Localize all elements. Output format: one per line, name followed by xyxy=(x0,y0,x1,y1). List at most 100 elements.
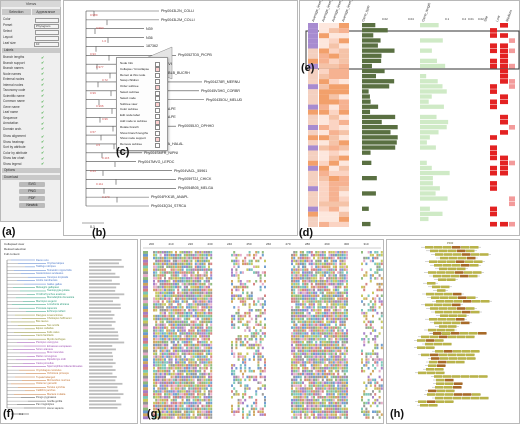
species-leaf-label[interactable]: Canis familiaris xyxy=(36,334,54,338)
checkbox-icon[interactable]: ✔ xyxy=(41,54,45,60)
species-leaf-label[interactable]: Dasypus novemcinctus xyxy=(36,313,63,317)
checkbox-icon[interactable]: ✔ xyxy=(41,104,45,109)
tree-leaf-label[interactable]: Phy004LBLB_BUCRH xyxy=(154,71,190,76)
species-leaf-label[interactable]: Tetraodon nigroviridis xyxy=(47,268,72,272)
species-leaf-label[interactable]: Mus musculus xyxy=(47,351,64,355)
export-button[interactable]: PDF xyxy=(19,196,45,201)
tree-leaf-label[interactable]: Phy0047MVG_LEPDC xyxy=(138,159,175,164)
context-menu-item[interactable]: Collapse / Uncollapse xyxy=(120,66,150,71)
tree-leaf-label[interactable]: Phy00055JO_OPHHO xyxy=(178,124,214,129)
reload-selection-item[interactable]: Reload selection xyxy=(4,247,27,251)
species-leaf-label[interactable]: Echinops telfairi xyxy=(47,310,66,314)
tree-leaf-label[interactable]: Phy0059T2J_CHICK xyxy=(178,177,212,182)
checkbox-icon[interactable]: ✔ xyxy=(41,133,45,139)
menu-checkbox-icon[interactable] xyxy=(155,84,160,90)
species-leaf-label[interactable]: Sus scrofa xyxy=(47,323,60,327)
menu-checkbox-icon[interactable] xyxy=(155,142,160,148)
section-download[interactable]: Download xyxy=(2,175,60,180)
context-menu-item[interactable]: Select subtree xyxy=(120,90,140,94)
species-leaf-label[interactable]: Cavia porcellus xyxy=(36,361,54,365)
species-leaf-label[interactable]: Oryctolagus cuniculus xyxy=(36,368,62,372)
species-leaf-label[interactable]: Sorex araneus xyxy=(36,347,53,351)
species-leaf-label[interactable]: Xenopus tropicalis xyxy=(47,275,69,279)
tab-appearance[interactable]: Appearance xyxy=(31,9,60,15)
tab-selection[interactable]: Selection xyxy=(2,9,31,15)
species-leaf-label[interactable]: Meleagris gallopavo xyxy=(36,286,60,290)
species-leaf-label[interactable]: Felis catus xyxy=(47,330,60,334)
checkbox-icon[interactable]: ✔ xyxy=(41,82,45,87)
menu-checkbox-icon[interactable] xyxy=(155,61,160,67)
checkbox-icon[interactable]: ✔ xyxy=(41,109,45,115)
checkbox-icon[interactable]: ✔ xyxy=(41,87,45,93)
checkbox-icon[interactable]: ✔ xyxy=(41,155,45,161)
tree-leaf-label[interactable]: Phy004SMFR_NIPNI xyxy=(144,150,178,155)
species-leaf-label[interactable]: Tupaia belangeri xyxy=(36,375,56,379)
tree-leaf-label[interactable]: Phy0052TD5_PICPB xyxy=(178,53,212,58)
checkbox-icon[interactable]: ✔ xyxy=(41,161,45,166)
species-leaf-label[interactable]: Takifugu rubripes xyxy=(36,265,56,269)
collapsed-view-item[interactable]: Collapsed view xyxy=(4,242,25,246)
context-menu-item[interactable]: Select node xyxy=(120,95,136,100)
context-menu-item[interactable]: Swap children xyxy=(120,78,139,83)
context-menu-item[interactable]: Order subtree xyxy=(120,84,139,89)
menu-checkbox-icon[interactable] xyxy=(155,119,160,125)
tree-leaf-label[interactable]: Phy00435OU_MELUD xyxy=(206,97,243,102)
species-leaf-label[interactable]: Pan troglodytes xyxy=(36,403,55,407)
menu-checkbox-icon[interactable] xyxy=(155,113,160,119)
context-menu-item[interactable]: Subtree view xyxy=(120,101,138,106)
menu-checkbox-icon[interactable] xyxy=(155,90,160,96)
menu-checkbox-icon[interactable] xyxy=(155,131,160,137)
tree-leaf-label[interactable]: Phy0045V3HG_CORBR xyxy=(201,88,240,93)
context-menu-item[interactable]: Color subtree xyxy=(120,107,139,112)
species-leaf-label[interactable]: Macropus eugenii xyxy=(36,299,57,303)
checkbox-icon[interactable]: ✔ xyxy=(41,93,45,98)
species-leaf-label[interactable]: Macaca mulatta xyxy=(47,392,66,396)
context-menu-item[interactable]: Remove subtree xyxy=(120,142,143,147)
tree-leaf-label[interactable]: Phy004FKK1B_ANAPL xyxy=(151,195,189,200)
species-leaf-label[interactable]: Pongo pygmaeus xyxy=(36,396,57,400)
species-leaf-label[interactable]: Rattus norvegicus xyxy=(36,354,57,358)
context-menu-item[interactable]: Rotate branch xyxy=(120,124,139,129)
species-leaf-label[interactable]: Ochotona princeps xyxy=(47,372,69,376)
menu-checkbox-icon[interactable] xyxy=(155,136,160,142)
species-leaf-label[interactable]: Gallus gallus xyxy=(47,282,62,286)
checkbox-icon[interactable]: ✔ xyxy=(41,144,45,150)
species-leaf-label[interactable]: Loxodonta africana xyxy=(47,303,70,307)
full-content-item[interactable]: Full content xyxy=(4,252,20,256)
species-leaf-label[interactable]: Taeniopygia guttata xyxy=(47,289,70,293)
section-options[interactable]: Options xyxy=(2,168,60,173)
menu-checkbox-icon[interactable] xyxy=(155,125,160,131)
species-leaf-label[interactable]: Spermophilus tridecemlineatus xyxy=(47,365,83,369)
checkbox-icon[interactable]: ✔ xyxy=(41,150,45,155)
species-leaf-label[interactable]: Ornithorhynchus anatinus xyxy=(36,292,66,296)
context-menu-item[interactable]: Reroot at this node xyxy=(120,72,146,77)
menu-checkbox-icon[interactable] xyxy=(155,67,160,73)
checkbox-icon[interactable]: ✔ xyxy=(41,120,45,126)
species-leaf-label[interactable]: Bos taurus xyxy=(36,320,49,324)
context-menu-item[interactable]: Show node support xyxy=(120,136,146,141)
species-leaf-label[interactable]: Gorilla gorilla xyxy=(47,399,63,403)
species-leaf-label[interactable]: Equus caballus xyxy=(36,327,54,331)
species-leaf-label[interactable]: Homo sapiens xyxy=(47,406,64,410)
species-leaf-label[interactable]: Tarsius syrichta xyxy=(47,385,65,389)
menu-checkbox-icon[interactable] xyxy=(155,107,160,113)
menu-checkbox-icon[interactable] xyxy=(155,78,160,84)
checkbox-icon[interactable]: ✔ xyxy=(41,60,45,65)
tree-leaf-label[interactable]: Phy0043L2N_COLLI xyxy=(161,9,195,13)
setting-input[interactable] xyxy=(35,18,59,23)
tree-leaf-label[interactable]: N36 xyxy=(146,35,153,40)
checkbox-icon[interactable]: ✔ xyxy=(41,139,45,144)
setting-input[interactable] xyxy=(35,30,59,35)
context-menu-item[interactable]: Add node to subtree xyxy=(120,119,148,123)
tree-leaf-label[interactable]: N39 xyxy=(146,26,153,31)
context-menu-item[interactable]: Node Info xyxy=(120,61,134,65)
context-menu-item[interactable]: Show branch lengths xyxy=(120,130,149,135)
species-leaf-label[interactable]: Danio rerio xyxy=(36,258,49,262)
tree-leaf-label[interactable]: Phy004278R_MERNU xyxy=(204,79,240,84)
menu-checkbox-icon[interactable] xyxy=(155,73,160,79)
species-leaf-label[interactable]: Myotis lucifugus xyxy=(47,337,66,341)
species-leaf-label[interactable]: Pteropus vampyrus xyxy=(36,341,59,345)
setting-input[interactable] xyxy=(35,36,59,41)
species-leaf-label[interactable]: Otolemur garnettii xyxy=(36,382,57,386)
species-leaf-label[interactable]: Procavia capensis xyxy=(36,306,58,310)
